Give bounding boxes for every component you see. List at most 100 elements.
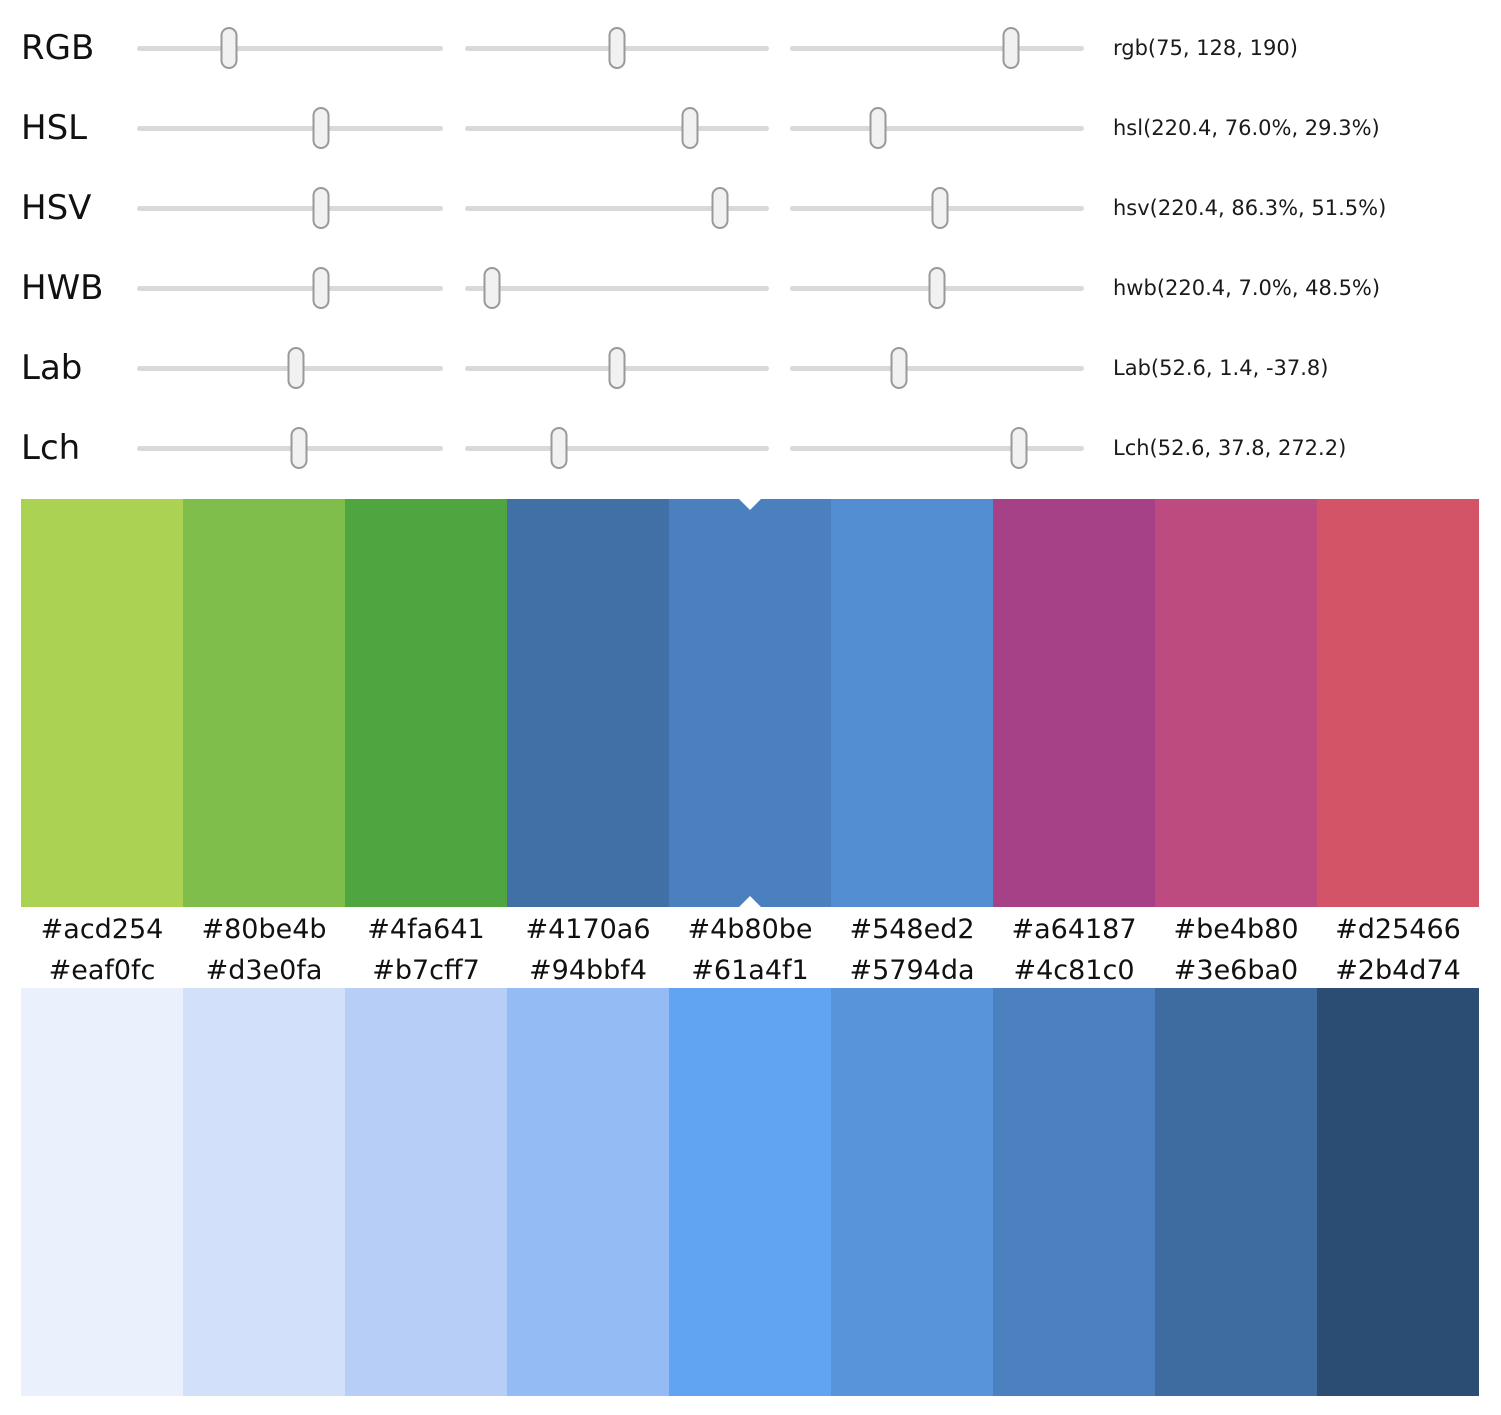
slider-track[interactable] (137, 205, 443, 211)
slider-knob[interactable] (312, 107, 330, 149)
swatch-hex-label: #acd254 (40, 914, 164, 945)
slider-track[interactable] (790, 45, 1084, 51)
color-model-label-lab: Lab (21, 348, 83, 388)
palette-swatch[interactable] (21, 499, 183, 907)
slider-knob[interactable] (312, 187, 330, 229)
slider-knob[interactable] (290, 427, 308, 469)
lab-l-slider[interactable] (137, 344, 443, 392)
color-model-label-lch: Lch (21, 428, 81, 468)
slider-row-lch: Lch Lch(52.6, 37.8, 272.2) (21, 408, 1501, 488)
lch-chroma-slider[interactable] (465, 424, 769, 472)
slider-knob[interactable] (1010, 427, 1028, 469)
palette-swatch[interactable] (507, 988, 669, 1396)
hsl-lightness-slider[interactable] (790, 104, 1084, 152)
slider-track[interactable] (465, 125, 769, 131)
hsv-value-slider[interactable] (790, 184, 1084, 232)
slider-knob[interactable] (681, 107, 699, 149)
slider-knob[interactable] (931, 187, 949, 229)
slider-knob[interactable] (890, 347, 908, 389)
swatch-hex-label: #be4b80 (1173, 914, 1299, 945)
lch-l-slider[interactable] (137, 424, 443, 472)
hsv-value-text: hsv(220.4, 86.3%, 51.5%) (1113, 196, 1387, 220)
slider-panel: RGB rgb(75, 128, 190) HSL hsl(220.4, (0, 0, 1501, 488)
hwb-hue-slider[interactable] (137, 264, 443, 312)
slider-knob[interactable] (869, 107, 887, 149)
palette-swatch[interactable] (1317, 988, 1479, 1396)
slider-track[interactable] (137, 45, 443, 51)
tints-shades-hex-labels: #eaf0fc #d3e0fa #b7cff7 #94bbf4 #61a4f1 … (21, 953, 1479, 988)
palette-swatch[interactable] (21, 988, 183, 1396)
lab-a-slider[interactable] (465, 344, 769, 392)
palette-swatch-selected[interactable] (669, 499, 831, 907)
color-model-label-hsv: HSV (21, 188, 92, 228)
slider-knob[interactable] (312, 267, 330, 309)
swatch-hex-label: #2b4d74 (1335, 955, 1461, 986)
swatch-hex-label: #a64187 (1011, 914, 1137, 945)
palette-swatch[interactable] (993, 988, 1155, 1396)
hsv-hue-slider[interactable] (137, 184, 443, 232)
slider-knob[interactable] (550, 427, 568, 469)
slider-row-hwb: HWB hwb(220.4, 7.0%, 48.5%) (21, 248, 1501, 328)
harmony-hex-labels: #acd254 #80be4b #4fa641 #4170a6 #4b80be … (21, 907, 1479, 953)
swatch-hex-label: #4b80be (687, 914, 813, 945)
color-model-label-rgb: RGB (21, 28, 95, 68)
palette-swatch[interactable] (1155, 499, 1317, 907)
hsv-saturation-slider[interactable] (465, 184, 769, 232)
palette-swatch[interactable] (507, 499, 669, 907)
slider-knob[interactable] (220, 27, 238, 69)
selected-swatch-notch-bottom-icon (739, 896, 761, 907)
slider-track[interactable] (790, 365, 1084, 371)
hwb-blackness-slider[interactable] (790, 264, 1084, 312)
slider-row-hsl: HSL hsl(220.4, 76.0%, 29.3%) (21, 88, 1501, 168)
palette-swatch[interactable] (831, 499, 993, 907)
palette-swatch[interactable] (345, 988, 507, 1396)
lch-hue-slider[interactable] (790, 424, 1084, 472)
slider-row-hsv: HSV hsv(220.4, 86.3%, 51.5%) (21, 168, 1501, 248)
swatch-hex-label: #94bbf4 (529, 955, 647, 986)
swatch-hex-label: #d25466 (1335, 914, 1461, 945)
palette-swatch[interactable] (183, 988, 345, 1396)
rgb-red-slider[interactable] (137, 24, 443, 72)
slider-row-lab: Lab Lab(52.6, 1.4, -37.8) (21, 328, 1501, 408)
palette-swatch[interactable] (183, 499, 345, 907)
slider-knob[interactable] (928, 267, 946, 309)
slider-track[interactable] (137, 445, 443, 451)
rgb-green-slider[interactable] (465, 24, 769, 72)
color-model-label-hsl: HSL (21, 108, 88, 148)
swatch-hex-label: #61a4f1 (691, 955, 809, 986)
color-model-label-hwb: HWB (21, 268, 104, 308)
tints-shades-palette (21, 988, 1479, 1396)
swatch-hex-label: #548ed2 (849, 914, 975, 945)
swatch-hex-label: #b7cff7 (372, 955, 480, 986)
slider-track[interactable] (790, 125, 1084, 131)
palette-swatch[interactable] (1317, 499, 1479, 907)
slider-track[interactable] (790, 445, 1084, 451)
hsl-hue-slider[interactable] (137, 104, 443, 152)
slider-knob[interactable] (483, 267, 501, 309)
palette-swatch[interactable] (993, 499, 1155, 907)
slider-track[interactable] (137, 285, 443, 291)
hsl-saturation-slider[interactable] (465, 104, 769, 152)
hwb-whiteness-slider[interactable] (465, 264, 769, 312)
palette-swatch[interactable] (669, 988, 831, 1396)
palette-swatch[interactable] (831, 988, 993, 1396)
slider-knob[interactable] (608, 27, 626, 69)
hsl-value-text: hsl(220.4, 76.0%, 29.3%) (1113, 116, 1380, 140)
harmony-palette (21, 499, 1479, 907)
palette-swatch[interactable] (345, 499, 507, 907)
slider-track[interactable] (465, 445, 769, 451)
rgb-blue-slider[interactable] (790, 24, 1084, 72)
swatch-hex-label: #3e6ba0 (1173, 955, 1299, 986)
slider-knob[interactable] (1002, 27, 1019, 69)
palette-swatch[interactable] (1155, 988, 1317, 1396)
slider-track[interactable] (137, 125, 443, 131)
slider-knob[interactable] (287, 347, 305, 389)
slider-knob[interactable] (711, 187, 729, 229)
swatch-hex-label: #d3e0fa (205, 955, 323, 986)
slider-track[interactable] (465, 285, 769, 291)
slider-track[interactable] (465, 205, 769, 211)
lch-value-text: Lch(52.6, 37.8, 272.2) (1113, 436, 1347, 460)
slider-row-rgb: RGB rgb(75, 128, 190) (21, 8, 1501, 88)
lab-b-slider[interactable] (790, 344, 1084, 392)
slider-knob[interactable] (608, 347, 626, 389)
